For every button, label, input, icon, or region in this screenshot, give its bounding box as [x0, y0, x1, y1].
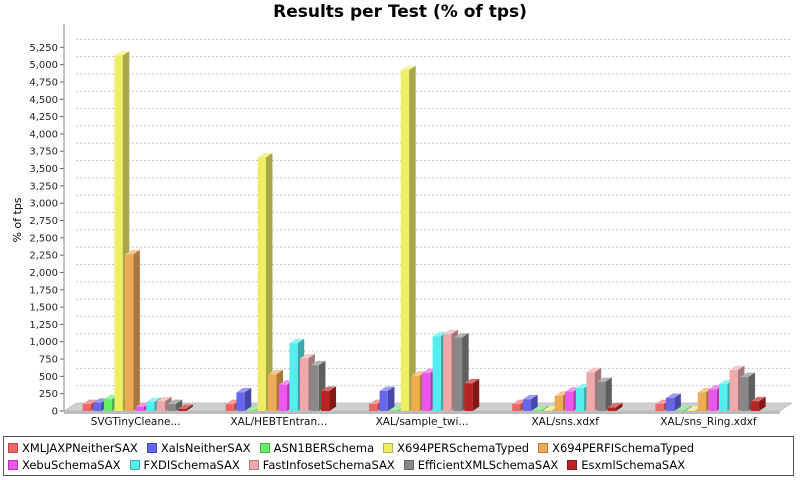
legend-item: X694PERSchemaTyped: [383, 439, 529, 456]
bar: [177, 404, 193, 411]
bar: [750, 396, 766, 411]
legend-item: XebuSchemaSAX: [8, 456, 121, 473]
x-category-label: SVGTinyCleane...: [91, 416, 181, 428]
legend-label: ASN1BERSchema: [273, 440, 375, 455]
legend-label: X694PERFISchemaTyped: [552, 440, 695, 455]
bar: [167, 399, 183, 411]
bar: [236, 387, 252, 411]
y-tick-label: 3,000: [29, 199, 58, 210]
legend-swatch: [567, 459, 578, 470]
legend-item: XMLJAXPNeitherSAX: [8, 439, 138, 456]
legend-swatch: [146, 442, 157, 453]
x-category-label: XAL/sns_Ring.xdxf: [660, 416, 757, 428]
y-tick-label: 4,250: [29, 112, 58, 123]
y-tick-label: 500: [39, 372, 58, 383]
legend: XMLJAXPNeitherSAX XalsNeitherSAX ASN1BERSc…: [3, 436, 794, 476]
y-tick-label: 2,000: [29, 268, 58, 279]
legend-item: ASN1BERSchema: [259, 439, 375, 456]
y-tick-label: 3,500: [29, 164, 58, 175]
legend-item: X694PERFISchemaTyped: [538, 439, 694, 456]
y-tick-label: 2,750: [29, 216, 58, 227]
legend-label: FastInfosetSchemaSAX: [262, 457, 395, 472]
y-tick-label: 5,000: [29, 60, 58, 71]
y-tick-label: 4,750: [29, 77, 58, 88]
legend-label: FXDISchemaSAX: [143, 457, 240, 472]
y-tick-label: 750: [39, 355, 58, 366]
legend-label: X694PERSchemaTyped: [397, 440, 530, 455]
y-tick-label: 2,500: [29, 233, 58, 244]
legend-item: FastInfosetSchemaSAX: [248, 456, 395, 473]
legend-label: XalsNeitherSAX: [160, 440, 251, 455]
x-axis: SVGTinyCleane... XAL/HEBTEntran... XAL/sam…: [91, 416, 757, 428]
legend-item: FXDISchemaSAX: [129, 456, 240, 473]
legend-swatch: [8, 459, 18, 470]
bar: [464, 378, 480, 411]
x-category-label: XAL/sns.xdxf: [531, 416, 599, 428]
bar: [596, 377, 612, 411]
bar: [321, 386, 337, 411]
legend-swatch: [403, 459, 414, 470]
y-tick-label: 2,250: [29, 251, 58, 262]
bar: [125, 250, 140, 411]
y-axis-label: % of tps: [11, 197, 24, 242]
y-tick-label: 4,500: [29, 95, 58, 106]
legend-swatch: [259, 442, 270, 453]
x-category-label: XAL/HEBTEntran...: [230, 416, 327, 428]
legend-label: XMLJAXPNeitherSAX: [22, 440, 138, 455]
bars: [82, 51, 766, 412]
y-tick-label: 4,000: [29, 129, 58, 140]
legend-item: XalsNeitherSAX: [146, 439, 251, 456]
legend-item: EfficientXMLSchemaSAX: [403, 456, 559, 473]
y-tick-label: 1,500: [29, 303, 58, 314]
chart-title: Results per Test (% of tps): [273, 2, 527, 22]
legend-label: EsxmlSchemaSAX: [581, 457, 686, 472]
y-tick-label: 3,250: [29, 181, 58, 192]
y-tick-label: 0: [52, 407, 58, 418]
plot-area: 0 250 500 750 1,000 1,250 1,500 1,750 2,000 2,250…: [11, 22, 793, 428]
bar: [676, 405, 692, 411]
y-tick-label: 1,000: [29, 337, 58, 348]
plot-floor-edge: [64, 411, 780, 414]
bar: [607, 403, 623, 411]
x-category-label: XAL/sample_twi...: [376, 416, 469, 428]
legend-swatch: [538, 442, 549, 453]
legend-swatch: [129, 459, 140, 470]
legend-swatch: [248, 459, 259, 470]
bar: [533, 405, 549, 411]
bar: [257, 153, 273, 411]
bar: [522, 394, 538, 411]
legend-swatch: [8, 442, 18, 453]
bar: [666, 393, 681, 411]
y-tick-label: 5,250: [29, 43, 58, 54]
legend-item: EsxmlSchemaSAX: [567, 456, 685, 473]
legend-swatch: [383, 442, 394, 453]
legend-label: EfficientXMLSchemaSAX: [417, 457, 559, 472]
y-tick-label: 3,750: [29, 147, 58, 158]
y-tick-label: 250: [39, 389, 58, 400]
bar: [379, 386, 395, 411]
legend-label: XebuSchemaSAX: [22, 457, 121, 472]
y-axis: 0 250 500 750 1,000 1,250 1,500 1,750 2,000 2,250…: [29, 24, 65, 418]
y-tick-label: 1,750: [29, 285, 58, 296]
bar: [400, 65, 416, 411]
y-tick-label: 1,250: [29, 320, 58, 331]
